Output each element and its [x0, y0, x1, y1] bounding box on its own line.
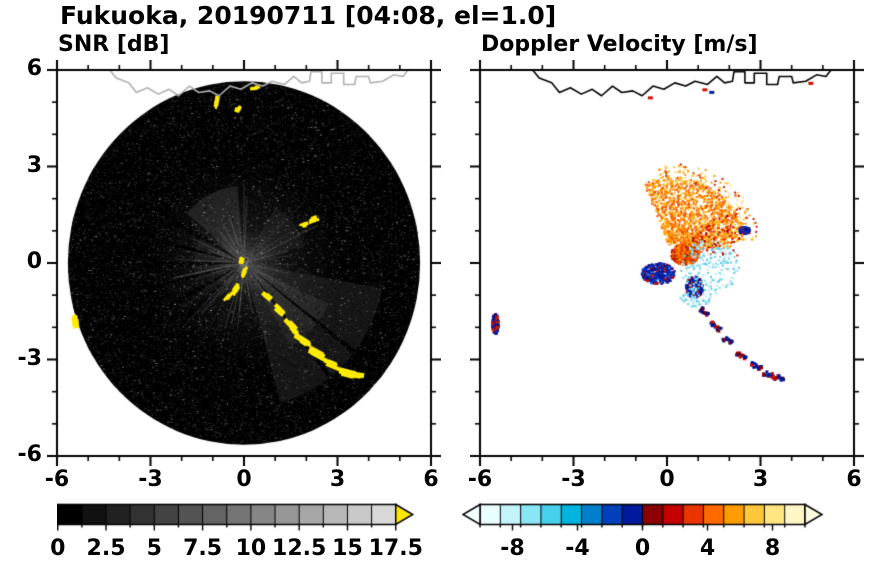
- snr-x-tick-label-3: 3: [329, 467, 346, 492]
- velocity-panel-title: Doppler Velocity [m/s]: [481, 32, 758, 57]
- snr-colorbar-label-7.5: 7.5: [183, 536, 223, 561]
- snr-colorbar: [57, 503, 427, 533]
- velocity-plot-panel: [470, 60, 864, 466]
- y-tick-label-6: 6: [26, 56, 42, 81]
- snr-x-tick-label--3: -3: [138, 467, 163, 492]
- y-tick-label--6: -6: [17, 442, 42, 467]
- figure-title: Fukuoka, 20190711 [04:08, el=1.0]: [60, 1, 557, 30]
- velocity-axes-frame: [470, 60, 864, 466]
- snr-panel-title: SNR [dB]: [58, 32, 170, 57]
- snr-colorbar-label-5: 5: [146, 536, 162, 561]
- velocity-colorbar-label--4: -4: [565, 536, 590, 561]
- snr-colorbar-label-17.5: 17.5: [368, 536, 423, 561]
- vel-x-tick-label-3: 3: [752, 467, 769, 492]
- snr-x-tick-label-6: 6: [423, 467, 439, 492]
- snr-x-tick-label--6: -6: [44, 467, 70, 492]
- snr-x-tick-label-0: 0: [236, 467, 252, 492]
- y-tick-label-0: 0: [26, 249, 42, 274]
- snr-colorbar-label-0: 0: [50, 536, 66, 561]
- snr-colorbar-label-12.5: 12.5: [272, 536, 327, 561]
- velocity-colorbar-label-0: 0: [634, 536, 651, 561]
- snr-colorbar-label-10: 10: [235, 536, 267, 561]
- snr-plot-panel: [47, 60, 441, 466]
- velocity-colorbar-label-8: 8: [764, 536, 781, 561]
- y-tick-label--3: -3: [17, 345, 42, 371]
- y-tick-label-3: 3: [26, 152, 42, 178]
- snr-colorbar-label-15: 15: [332, 536, 363, 561]
- vel-x-tick-label-0: 0: [659, 467, 675, 492]
- velocity-colorbar-label-4: 4: [699, 536, 716, 561]
- vel-x-tick-label-6: 6: [846, 467, 862, 492]
- snr-colorbar-label-2.5: 2.5: [86, 536, 126, 561]
- vel-x-tick-label--3: -3: [561, 467, 586, 492]
- velocity-colorbar-label--8: -8: [500, 536, 525, 561]
- snr-axes-frame: [47, 60, 441, 466]
- velocity-colorbar: [462, 503, 842, 533]
- vel-x-tick-label--6: -6: [467, 467, 493, 492]
